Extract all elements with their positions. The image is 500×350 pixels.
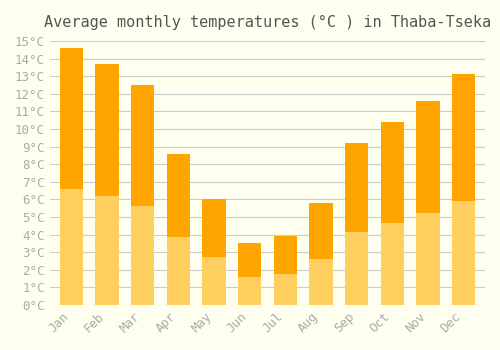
- Bar: [416, 213, 440, 305]
- Bar: [166, 237, 190, 305]
- Bar: [345, 143, 368, 232]
- Bar: [274, 274, 297, 305]
- Bar: [166, 154, 190, 237]
- Bar: [60, 48, 83, 189]
- Bar: [96, 64, 118, 196]
- Bar: [131, 206, 154, 305]
- Bar: [380, 223, 404, 305]
- Bar: [345, 232, 368, 305]
- Bar: [96, 196, 118, 305]
- Bar: [202, 258, 226, 305]
- Bar: [202, 199, 226, 258]
- Bar: [274, 236, 297, 274]
- Bar: [310, 203, 332, 259]
- Bar: [238, 277, 261, 305]
- Title: Average monthly temperatures (°C ) in Thaba-Tseka: Average monthly temperatures (°C ) in Th…: [44, 15, 491, 30]
- Bar: [380, 122, 404, 223]
- Bar: [310, 259, 332, 305]
- Bar: [60, 189, 83, 305]
- Bar: [131, 85, 154, 206]
- Bar: [238, 243, 261, 277]
- Bar: [416, 101, 440, 213]
- Bar: [452, 74, 475, 201]
- Bar: [452, 201, 475, 305]
